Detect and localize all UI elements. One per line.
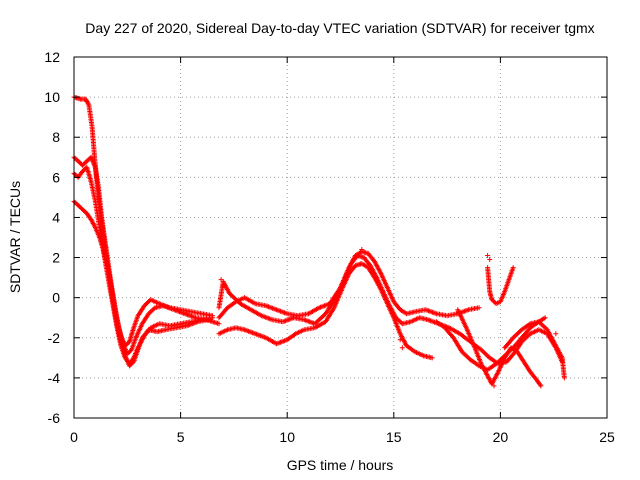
x-tick-label: 15 <box>386 429 402 445</box>
data-markers <box>71 94 567 389</box>
y-tick-label: 2 <box>52 250 60 266</box>
y-tick-label: 0 <box>52 290 60 306</box>
x-tick-label: 10 <box>279 429 295 445</box>
data-point <box>491 383 497 389</box>
tick-labels: 0 5 10 15 20 25 -6 -4 -2 0 2 4 6 8 10 12 <box>44 49 615 445</box>
y-axis-title: SDTVAR / TECUs <box>7 181 23 293</box>
data-point <box>399 345 405 351</box>
series-track-d <box>71 198 211 369</box>
x-tick-label: 5 <box>177 429 185 445</box>
data-point <box>216 321 222 327</box>
data-point <box>485 253 491 259</box>
data-point <box>218 277 224 283</box>
series-track-k <box>485 265 516 307</box>
y-tick-label: 6 <box>52 169 60 185</box>
y-tick-label: 12 <box>44 49 60 65</box>
y-tick-label: 4 <box>52 209 60 225</box>
data-point <box>510 265 516 271</box>
series-scatter-outliers <box>218 247 559 389</box>
chart-title: Day 227 of 2020, Sidereal Day-to-day VTE… <box>85 20 594 36</box>
x-tick-label: 20 <box>493 429 509 445</box>
data-point <box>476 305 482 311</box>
y-tick-label: 8 <box>52 129 60 145</box>
data-point <box>538 383 544 389</box>
y-tick-label: -4 <box>48 370 61 386</box>
data-point <box>561 375 567 381</box>
data-point <box>487 257 493 263</box>
data-point <box>210 315 216 321</box>
plot-frame <box>73 56 608 419</box>
y-tick-label: -2 <box>48 330 61 346</box>
y-tick-label: -6 <box>48 410 61 426</box>
data-point <box>220 283 226 289</box>
data-point <box>397 337 403 343</box>
data-point <box>359 247 365 253</box>
series-track-g <box>216 261 435 361</box>
series-track-j <box>502 319 567 381</box>
x-tick-label: 0 <box>70 429 78 445</box>
axis-ticks <box>73 56 608 419</box>
series-track-i <box>455 307 544 389</box>
data-point <box>553 331 559 337</box>
data-point <box>429 355 435 361</box>
x-tick-label: 25 <box>599 429 615 445</box>
data-point <box>130 360 136 366</box>
data-point <box>205 317 211 323</box>
data-point <box>542 315 548 321</box>
y-tick-label: 10 <box>44 89 60 105</box>
gridlines <box>74 57 607 418</box>
x-axis-title: GPS time / hours <box>287 457 394 473</box>
series-track-e <box>216 249 482 321</box>
